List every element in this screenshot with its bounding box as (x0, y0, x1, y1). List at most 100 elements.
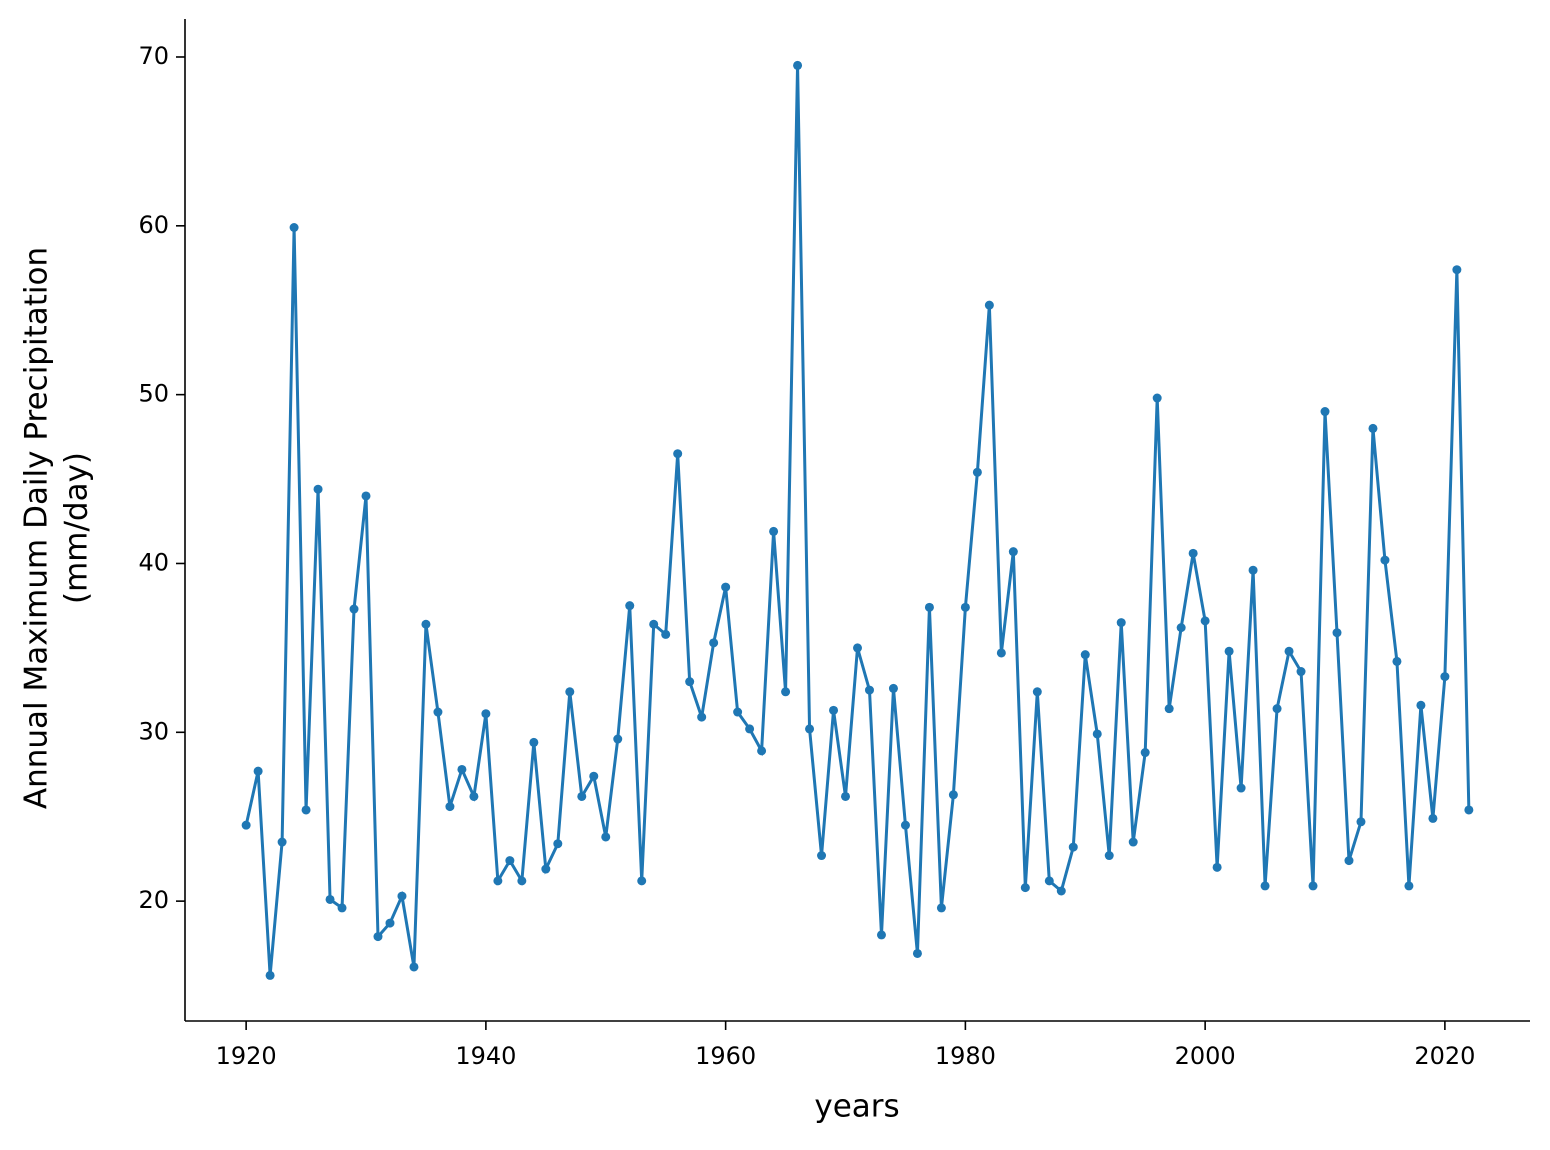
data-point (1380, 555, 1390, 565)
data-point (841, 791, 851, 801)
data-point (1308, 881, 1318, 891)
data-point (649, 619, 659, 629)
data-point (421, 619, 431, 629)
data-point (433, 707, 443, 717)
data-point (529, 737, 539, 747)
data-point (265, 970, 275, 980)
data-point (481, 709, 491, 719)
data-point (337, 903, 347, 913)
data-point (984, 300, 994, 310)
data-point (397, 891, 407, 901)
data-point (241, 820, 251, 830)
x-tick-label: 1920 (216, 1042, 277, 1070)
data-point (589, 771, 599, 781)
data-point (1152, 393, 1162, 403)
data-point (1344, 856, 1354, 866)
data-point (1092, 729, 1102, 739)
data-point (1452, 265, 1462, 275)
data-point (1128, 837, 1138, 847)
data-point (349, 604, 359, 614)
x-tick-label: 1980 (935, 1042, 996, 1070)
data-point (900, 820, 910, 830)
data-point (1356, 817, 1366, 827)
y-tick-label: 40 (138, 548, 169, 576)
data-point (1368, 423, 1378, 433)
data-point (301, 805, 311, 815)
data-point (853, 643, 862, 653)
data-point (1116, 618, 1126, 628)
data-point (1272, 704, 1282, 714)
data-point (829, 705, 839, 715)
data-point (948, 790, 958, 800)
data-point (817, 851, 827, 861)
y-axis-label: Annual Maximum Daily Precipitation (19, 247, 55, 809)
data-point (601, 832, 611, 842)
data-point (313, 484, 323, 494)
x-tick-label: 2000 (1175, 1042, 1236, 1070)
data-point (757, 746, 767, 756)
data-point (1224, 646, 1234, 656)
data-point (1296, 667, 1306, 677)
data-point (409, 962, 419, 972)
data-point (1260, 881, 1270, 891)
data-point (1032, 687, 1042, 697)
data-point (1056, 886, 1066, 896)
data-point (373, 932, 383, 942)
data-point (1404, 881, 1414, 891)
data-point (1068, 842, 1078, 852)
data-point (1284, 646, 1294, 656)
y-tick-label: 60 (138, 211, 169, 239)
data-point (912, 948, 922, 958)
data-point (325, 894, 335, 904)
data-point (709, 638, 719, 648)
x-tick-label: 1940 (455, 1042, 516, 1070)
data-point (745, 724, 755, 734)
data-point (493, 876, 503, 886)
data-point (1320, 407, 1330, 417)
data-point (996, 648, 1006, 658)
data-point (1200, 616, 1210, 626)
data-point (1020, 883, 1030, 893)
data-point (1416, 700, 1426, 710)
data-point (1392, 656, 1402, 666)
data-point (1104, 851, 1114, 861)
data-point (517, 876, 527, 886)
x-axis-label: years (814, 1089, 899, 1125)
data-point (637, 876, 647, 886)
data-point (924, 602, 934, 612)
data-line (244, 65, 1471, 976)
data-point (565, 687, 575, 697)
data-point (541, 864, 551, 874)
data-point (1248, 565, 1258, 575)
data-point (1464, 805, 1474, 815)
data-point (972, 467, 982, 477)
data-point (697, 712, 707, 722)
data-point (1176, 623, 1186, 633)
data-point (1332, 628, 1342, 638)
data-point (1212, 862, 1222, 872)
data-point (1236, 783, 1246, 793)
data-point (505, 856, 515, 866)
data-point (613, 734, 623, 744)
data-point (1140, 748, 1150, 758)
data-point (553, 839, 563, 849)
data-point (289, 223, 299, 233)
data-point (577, 791, 587, 801)
data-point (805, 724, 815, 734)
data-point (1044, 876, 1054, 886)
data-point (1080, 650, 1090, 660)
data-point (361, 491, 371, 501)
y-tick-label: 50 (138, 380, 169, 408)
data-point (457, 764, 467, 774)
data-point (385, 918, 395, 928)
data-point (721, 582, 731, 592)
y-tick-label: 30 (138, 717, 169, 745)
x-tick-label: 1960 (695, 1042, 756, 1070)
data-point (960, 602, 970, 612)
data-point (1440, 672, 1450, 682)
data-point (936, 903, 946, 913)
data-point (781, 687, 791, 697)
x-tick-label: 2020 (1414, 1042, 1475, 1070)
data-point (1188, 548, 1198, 558)
